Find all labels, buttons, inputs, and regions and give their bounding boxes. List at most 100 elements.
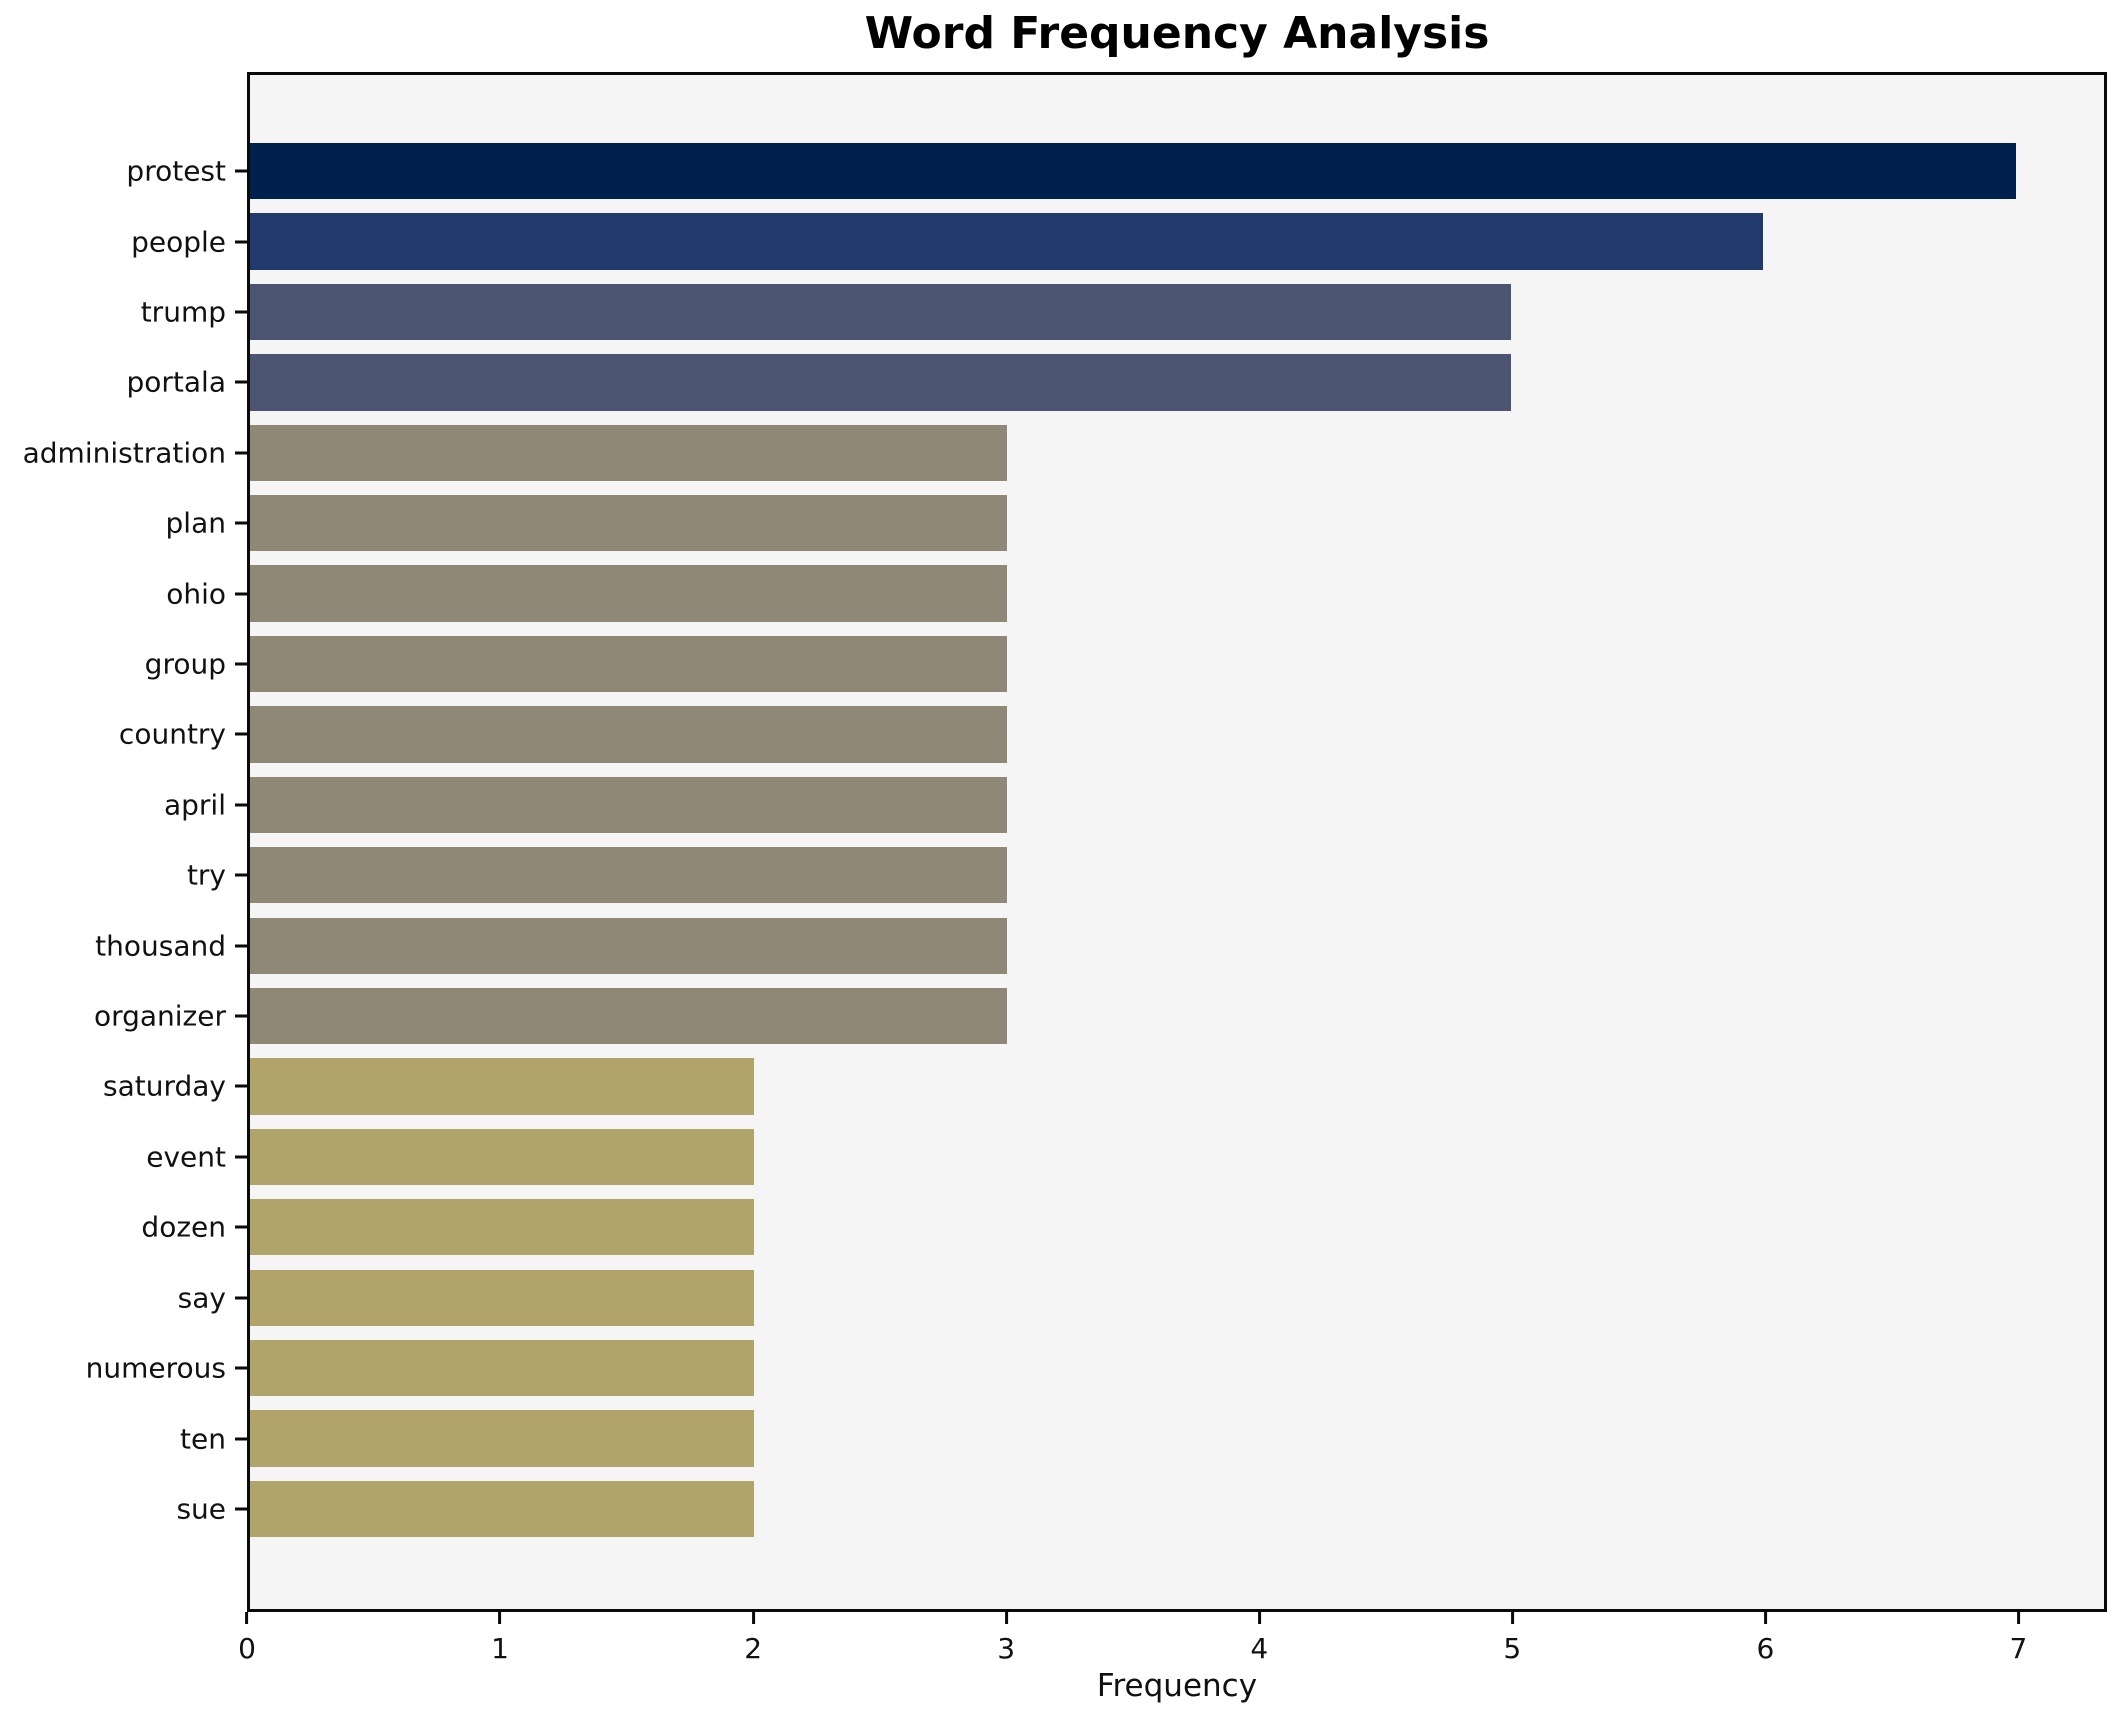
- y-tick-label: sue: [176, 1492, 226, 1526]
- bar-row: protest: [126, 136, 2104, 206]
- y-tick-mark: [235, 803, 247, 807]
- x-tick-label: 2: [744, 1632, 763, 1665]
- x-tick: 1: [491, 1612, 509, 1665]
- x-tick-mark: [1004, 1612, 1008, 1624]
- bar-rows-container: protest people trump portala administration p…: [23, 136, 2104, 1544]
- frequency-bar: [250, 1480, 755, 1538]
- x-tick: 3: [997, 1612, 1015, 1665]
- x-tick-mark: [1763, 1612, 1767, 1624]
- bar-row: plan: [166, 488, 2104, 558]
- frequency-bar: [250, 354, 1512, 411]
- y-tick-label: country: [118, 717, 226, 751]
- y-tick-mark: [235, 1084, 247, 1088]
- y-tick-label: administration: [22, 436, 226, 470]
- y-tick-mark: [235, 169, 247, 173]
- frequency-bar: [250, 1058, 755, 1115]
- frequency-bar: [250, 1410, 755, 1467]
- bar-row: dozen: [141, 1192, 2104, 1262]
- y-tick-mark: [235, 1437, 247, 1441]
- y-tick-mark: [235, 1296, 247, 1300]
- y-tick-label: portala: [126, 365, 227, 399]
- x-tick: 0: [238, 1612, 256, 1665]
- x-tick-mark: [751, 1612, 755, 1624]
- x-tick-mark: [2016, 1612, 2020, 1624]
- frequency-bar: [250, 424, 1007, 481]
- frequency-bar: [250, 1339, 755, 1397]
- x-tick-label: 3: [997, 1632, 1016, 1665]
- x-tick-mark: [245, 1612, 249, 1624]
- y-tick-mark: [235, 944, 247, 948]
- y-tick-mark: [235, 1014, 247, 1018]
- y-tick-label: people: [131, 225, 226, 259]
- frequency-bar: [250, 917, 1007, 974]
- frequency-bar: [250, 283, 1512, 341]
- y-tick-mark: [235, 1507, 247, 1511]
- bar-row: ten: [180, 1403, 2104, 1473]
- x-tick: 2: [744, 1612, 762, 1665]
- x-tick: 5: [1503, 1612, 1521, 1665]
- y-tick-label: trump: [140, 295, 226, 329]
- bar-row: event: [146, 1122, 2104, 1192]
- y-tick-mark: [235, 521, 247, 525]
- y-tick-mark: [235, 732, 247, 736]
- frequency-bar: [250, 213, 1764, 270]
- y-tick-label: april: [163, 788, 226, 822]
- x-tick-mark: [1510, 1612, 1514, 1624]
- y-tick-mark: [235, 451, 247, 455]
- frequency-bar: [250, 1128, 755, 1186]
- y-tick-mark: [235, 873, 247, 877]
- y-tick-label: protest: [126, 154, 226, 188]
- bar-row: trump: [141, 277, 2104, 347]
- y-tick-mark: [235, 662, 247, 666]
- x-tick: 7: [2009, 1612, 2028, 1665]
- y-tick-label: event: [146, 1140, 226, 1174]
- x-axis: 0 1 2 3 4 5 6 7: [238, 1612, 2107, 1672]
- y-tick-label: numerous: [85, 1351, 226, 1385]
- chart-title: Word Frequency Analysis: [864, 8, 1490, 59]
- y-tick-label: saturday: [103, 1069, 226, 1103]
- y-tick-label: ohio: [166, 577, 226, 611]
- frequency-bar: [250, 776, 1007, 834]
- y-tick-mark: [235, 310, 247, 314]
- y-tick-label: dozen: [141, 1210, 226, 1244]
- x-tick-mark: [1257, 1612, 1261, 1624]
- bar-row: country: [119, 699, 2104, 769]
- x-tick-label: 6: [1756, 1632, 1775, 1665]
- frequency-bar: [250, 1269, 755, 1326]
- bar-row: try: [187, 840, 2104, 910]
- bar-row: group: [145, 629, 2104, 699]
- y-tick-label: ten: [180, 1422, 226, 1456]
- bar-row: saturday: [103, 1051, 2104, 1121]
- bar-row: portala: [127, 347, 2104, 417]
- y-tick-mark: [235, 1366, 247, 1370]
- x-axis-title: Frequency: [1096, 1668, 1258, 1704]
- x-tick-label: 5: [1503, 1632, 1522, 1665]
- bar-row: numerous: [86, 1333, 2104, 1403]
- x-tick-label: 7: [2009, 1632, 2028, 1665]
- y-tick-label: group: [144, 647, 226, 681]
- bar-row: april: [164, 770, 2104, 840]
- x-tick: 4: [1250, 1612, 1268, 1665]
- y-tick-label: thousand: [95, 929, 226, 963]
- x-tick-label: 1: [491, 1632, 509, 1665]
- bar-row: administration: [23, 418, 2104, 488]
- frequency-bar: [250, 987, 1007, 1045]
- x-tick-label: 0: [238, 1632, 256, 1665]
- x-tick-label: 4: [1250, 1632, 1269, 1665]
- y-tick-mark: [235, 380, 247, 384]
- y-tick-label: organizer: [93, 999, 226, 1033]
- y-tick-mark: [235, 1155, 247, 1159]
- y-tick-label: plan: [165, 506, 226, 540]
- bar-row: thousand: [95, 910, 2104, 980]
- frequency-bar: [250, 565, 1007, 622]
- bar-row: sue: [176, 1474, 2104, 1544]
- plot-area: protest people trump portala administration p…: [23, 72, 2107, 1612]
- y-tick-label: say: [177, 1281, 226, 1315]
- y-tick-label: try: [186, 858, 226, 892]
- bar-row: people: [131, 206, 2104, 276]
- x-tick-mark: [498, 1612, 502, 1624]
- bar-row: organizer: [94, 981, 2104, 1051]
- frequency-bar: [250, 1199, 755, 1256]
- y-tick-mark: [235, 592, 247, 596]
